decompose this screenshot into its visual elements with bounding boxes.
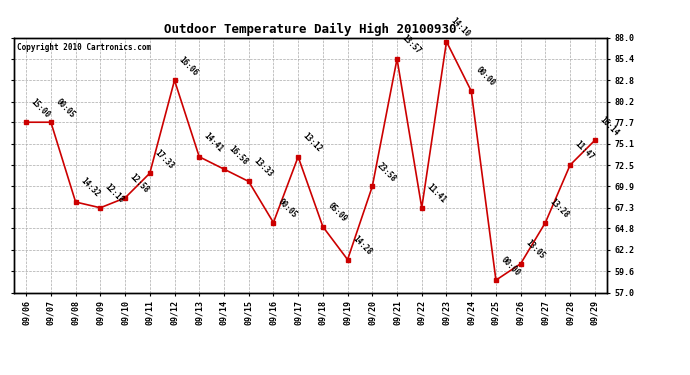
Text: 05:09: 05:09 [326, 201, 348, 224]
Text: 13:12: 13:12 [301, 131, 324, 154]
Text: 13:33: 13:33 [251, 156, 274, 178]
Text: 16:14: 16:14 [598, 115, 620, 138]
Text: 13:57: 13:57 [400, 33, 422, 56]
Text: 13:28: 13:28 [548, 197, 571, 220]
Text: 15:00: 15:00 [29, 97, 52, 120]
Title: Outdoor Temperature Daily High 20100930: Outdoor Temperature Daily High 20100930 [164, 23, 457, 36]
Text: 13:05: 13:05 [524, 238, 546, 261]
Text: 16:06: 16:06 [177, 55, 200, 78]
Text: 14:41: 14:41 [202, 131, 225, 154]
Text: 23:58: 23:58 [375, 161, 398, 184]
Text: 00:05: 00:05 [276, 197, 299, 220]
Text: 12:58: 12:58 [128, 172, 150, 195]
Text: 17:33: 17:33 [152, 148, 175, 171]
Text: 12:18: 12:18 [103, 182, 126, 205]
Text: 14:28: 14:28 [351, 234, 373, 257]
Text: 16:58: 16:58 [227, 144, 250, 166]
Text: 00:00: 00:00 [474, 66, 497, 88]
Text: Copyright 2010 Cartronics.com: Copyright 2010 Cartronics.com [17, 43, 151, 52]
Text: 14:10: 14:10 [449, 16, 472, 39]
Text: 00:05: 00:05 [54, 97, 77, 120]
Text: 14:32: 14:32 [79, 177, 101, 199]
Text: 00:00: 00:00 [499, 255, 522, 278]
Text: 11:47: 11:47 [573, 140, 595, 162]
Text: 11:41: 11:41 [424, 182, 447, 205]
